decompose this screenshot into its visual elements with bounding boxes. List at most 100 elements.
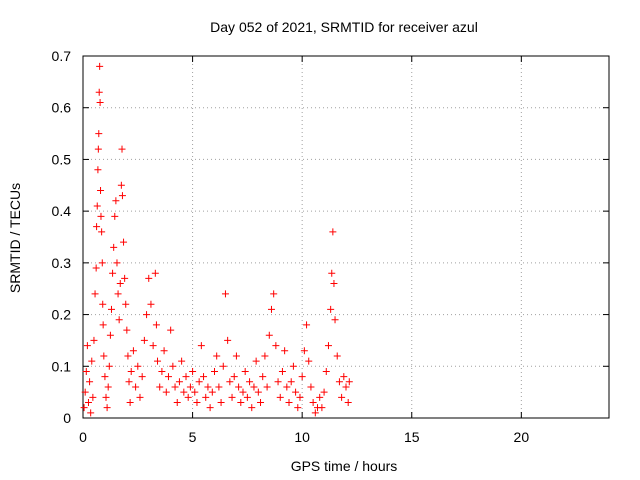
data-point [232, 352, 240, 360]
data-point [93, 202, 101, 210]
x-axis-label: GPS time / hours [291, 458, 398, 474]
data-point [213, 352, 221, 360]
data-point [90, 336, 98, 344]
y-tick-label: 0.5 [52, 151, 72, 167]
data-point [298, 373, 306, 381]
data-point [307, 383, 315, 391]
data-point [149, 342, 157, 350]
data-point [99, 321, 107, 329]
data-point [305, 357, 313, 365]
data-point [311, 409, 319, 417]
data-point [134, 362, 142, 370]
data-point [122, 300, 130, 308]
data-point [224, 336, 232, 344]
data-point [208, 388, 216, 396]
data-point [289, 362, 297, 370]
data-point [98, 228, 106, 236]
data-point [200, 373, 208, 381]
data-point [283, 383, 291, 391]
data-point [316, 393, 324, 401]
data-point [94, 166, 102, 174]
data-point [140, 336, 148, 344]
data-point [94, 145, 102, 153]
data-point [246, 378, 254, 386]
data-point [219, 362, 227, 370]
data-point [324, 342, 332, 350]
data-point [173, 398, 181, 406]
data-point [88, 357, 96, 365]
data-point [254, 388, 262, 396]
data-point [272, 342, 280, 350]
data-point [287, 378, 295, 386]
data-point [97, 212, 105, 220]
data-point [338, 393, 346, 401]
data-point [96, 62, 104, 70]
data-point [99, 300, 107, 308]
data-point [322, 367, 330, 375]
data-point [132, 383, 140, 391]
data-point [294, 404, 302, 412]
data-point [261, 352, 269, 360]
data-point [101, 373, 109, 381]
data-point [145, 274, 153, 282]
data-point [235, 383, 243, 391]
data-point [239, 388, 247, 396]
data-point [276, 393, 284, 401]
y-tick-label: 0.3 [52, 255, 72, 271]
y-tick-label: 0 [63, 410, 71, 426]
data-point [83, 342, 91, 350]
data-point [124, 352, 132, 360]
data-point [92, 264, 100, 272]
data-point [115, 316, 123, 324]
data-point [167, 326, 175, 334]
data-point [241, 367, 249, 375]
x-tick-label: 20 [514, 429, 530, 445]
data-point [152, 321, 160, 329]
data-point [243, 393, 251, 401]
data-point [96, 99, 104, 107]
data-point [303, 321, 311, 329]
data-point [110, 243, 118, 251]
data-point [237, 398, 245, 406]
data-point [330, 280, 338, 288]
data-point [300, 347, 308, 355]
y-tick-label: 0.4 [52, 203, 72, 219]
data-point [226, 378, 234, 386]
data-point [180, 388, 188, 396]
x-tick-label: 10 [294, 429, 310, 445]
data-point [116, 280, 124, 288]
data-point [186, 383, 194, 391]
data-point [158, 367, 166, 375]
data-point [104, 383, 112, 391]
data-point [160, 347, 168, 355]
data-point [230, 373, 238, 381]
data-point [87, 409, 95, 417]
data-point [120, 238, 128, 246]
data-point [193, 398, 201, 406]
axes [82, 55, 610, 419]
data-point [107, 305, 115, 313]
data-point [84, 398, 92, 406]
data-point [125, 378, 133, 386]
data-point [217, 398, 225, 406]
data-point [89, 393, 97, 401]
data-point [197, 342, 205, 350]
data-point [112, 197, 120, 205]
ticks: 0 5 10 15 20 0 0.1 0.2 0.3 0.4 0.5 0.6 0.7 [52, 48, 609, 445]
data-point [121, 274, 129, 282]
data-point [195, 378, 203, 386]
data-point [328, 269, 336, 277]
data-point [109, 269, 117, 277]
y-axis-label: SRMTID / TECUs [7, 183, 23, 293]
data-point [91, 290, 99, 298]
data-point [118, 192, 126, 200]
data-point [86, 378, 94, 386]
data-point [206, 404, 214, 412]
data-point [228, 393, 236, 401]
data-point [123, 326, 131, 334]
data-point [267, 305, 275, 313]
data-point [127, 367, 135, 375]
data-point [118, 145, 126, 153]
data-point [345, 378, 353, 386]
data-point [329, 228, 337, 236]
